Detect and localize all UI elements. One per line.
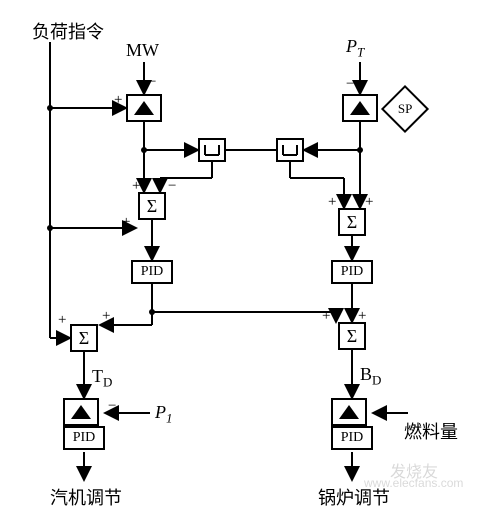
sp-block: SP [381,85,429,133]
bottom-stack-left: PID [63,398,105,450]
pid-block-left: PID [131,260,173,284]
sign-plus-4: + [328,194,336,211]
cross-block-left [198,138,226,162]
sign-plus-1: + [114,92,122,109]
sign-plus-3: + [122,214,130,231]
sign-plus-2: + [132,178,140,195]
sign-plus-7: + [102,308,110,325]
sum-block-r1: Σ [338,208,366,236]
label-mw: MW [126,40,159,61]
label-fuel: 燃料量 [404,418,458,444]
sign-plus-6: + [58,312,66,329]
delta-block-left [126,94,162,122]
label-p1: P1 [155,402,173,427]
delta-block-right [342,94,378,122]
sum-block-l2: Σ [70,324,98,352]
sign-plus-9: + [358,308,366,325]
sign-minus-p1: − [108,398,116,415]
label-pt: PT [346,36,364,61]
sum-block-l1: Σ [138,192,166,220]
sign-minus-2: − [346,76,354,93]
sign-plus-8: + [322,308,330,325]
sign-minus-3: − [168,178,176,195]
watermark-2: www.elecfans.com [364,476,463,490]
sign-minus-1: − [148,74,156,91]
cross-block-right [276,138,304,162]
label-turbine: 汽机调节 [50,484,122,510]
pid-block-right: PID [331,260,373,284]
label-bd: BD [360,364,381,389]
label-load-cmd: 负荷指令 [32,18,104,44]
bottom-stack-right: PID [331,398,373,450]
label-td: TD [92,366,112,391]
sign-plus-5: + [365,194,373,211]
sum-block-r2: Σ [338,322,366,350]
